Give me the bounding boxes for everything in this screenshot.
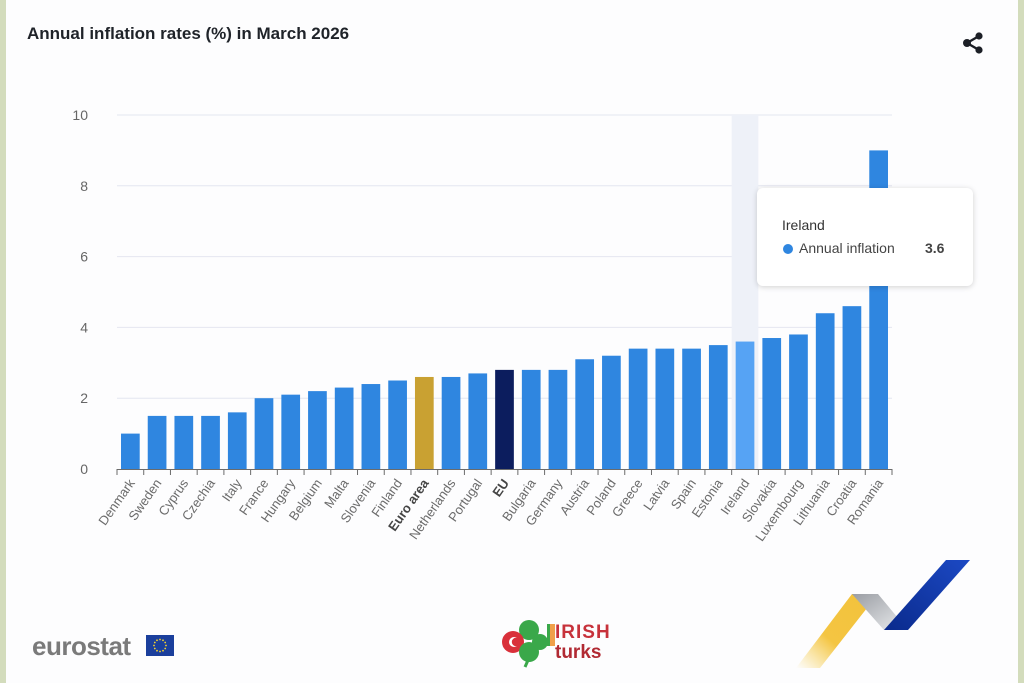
shamrock-icon — [502, 620, 548, 668]
x-tick-label: Italy — [219, 476, 245, 505]
bar-croatia[interactable] — [842, 306, 862, 469]
bar-cyprus[interactable] — [174, 415, 194, 469]
bar-luxembourg[interactable] — [789, 334, 808, 469]
bar-malta[interactable] — [334, 387, 354, 469]
irish-turks-logo: IRISH turks — [499, 618, 629, 668]
flag-star — [165, 644, 167, 647]
bar-austria[interactable] — [575, 359, 595, 469]
bar-greece[interactable] — [628, 348, 648, 469]
flag-star — [153, 647, 156, 650]
bar-belgium[interactable] — [308, 391, 327, 469]
bar-finland[interactable] — [388, 380, 407, 470]
bar-slovenia[interactable] — [361, 384, 381, 469]
irish-wordmark: IRISH — [555, 622, 611, 643]
y-tick-label: 10 — [72, 107, 88, 123]
x-tick-label: EU — [489, 476, 512, 499]
x-tick-label: Latvia — [640, 475, 673, 513]
bar-sweden[interactable] — [147, 415, 167, 469]
flag-star — [156, 639, 158, 642]
bar-lithuania[interactable] — [815, 313, 835, 469]
bar-portugal[interactable] — [468, 373, 488, 469]
bar-ireland[interactable] — [735, 341, 755, 469]
flag-stripe-icon — [547, 624, 555, 646]
flag-star — [162, 639, 164, 642]
bar-poland[interactable] — [602, 355, 621, 469]
eu-flag-icon — [146, 635, 174, 656]
bar-germany[interactable] — [548, 369, 568, 469]
x-axis-layer — [116, 469, 893, 475]
flag-star — [164, 641, 167, 644]
flag-star — [162, 649, 164, 652]
flag-star — [159, 650, 161, 653]
flag-star — [164, 647, 167, 650]
chart-title: Annual inflation rates (%) in March 2026 — [27, 24, 350, 43]
y-tick-label: 8 — [80, 178, 88, 194]
flag-star — [156, 649, 158, 652]
y-tick-label: 6 — [80, 249, 88, 265]
bar-spain[interactable] — [682, 348, 701, 469]
flag-star — [153, 644, 155, 647]
chart-card: Annual inflation rates (%) in March 2026… — [6, 0, 1018, 683]
bar-bulgaria[interactable] — [521, 369, 541, 469]
bar-czechia[interactable] — [201, 415, 220, 469]
bar-slovakia[interactable] — [762, 338, 782, 469]
tooltip-series-label: Annual inflation — [799, 240, 895, 256]
grid-layer — [117, 114, 892, 399]
series-dot-icon — [783, 244, 793, 254]
bar-eu[interactable] — [495, 369, 514, 469]
bar-latvia[interactable] — [655, 348, 675, 469]
tooltip-category: Ireland — [782, 217, 825, 233]
eurostat-wordmark: eurostat — [32, 631, 131, 661]
bar-euro-area[interactable] — [414, 376, 434, 469]
y-tick-label: 2 — [80, 390, 88, 406]
share-icon[interactable] — [960, 30, 986, 56]
tooltip: Ireland Annual inflation 3.6 — [757, 188, 973, 286]
flag-star — [159, 638, 161, 641]
ribbon-graphic — [796, 560, 970, 668]
turks-wordmark: turks — [555, 642, 602, 663]
bar-france[interactable] — [254, 398, 274, 469]
y-tick-labels: 0 2 4 6 8 10 — [72, 107, 88, 477]
y-tick-label: 0 — [80, 461, 88, 477]
y-tick-label: 4 — [80, 319, 88, 335]
tooltip-value: 3.6 — [925, 240, 945, 256]
bar-denmark[interactable] — [121, 433, 140, 469]
bar-estonia[interactable] — [708, 345, 728, 469]
flag-star — [153, 641, 156, 644]
bar-netherlands[interactable] — [441, 376, 461, 469]
bar-hungary[interactable] — [281, 394, 301, 469]
bar-italy[interactable] — [227, 412, 247, 469]
